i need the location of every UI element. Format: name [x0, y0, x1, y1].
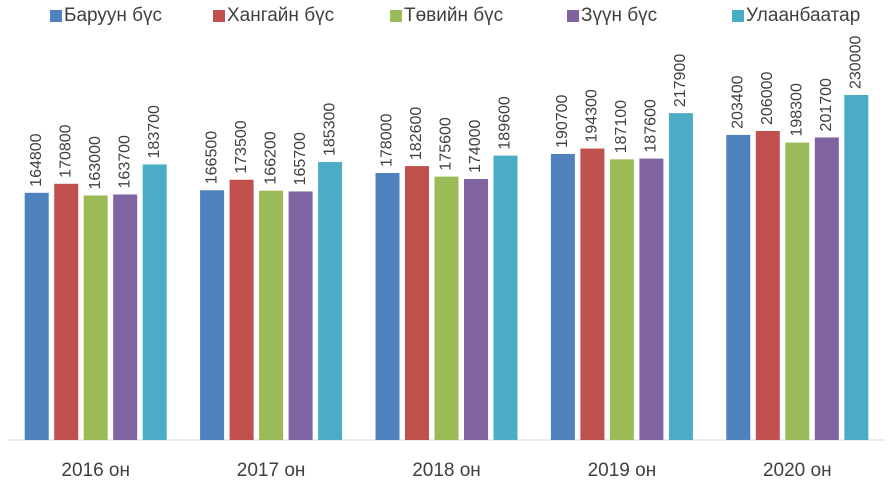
value-label: 182600	[408, 107, 425, 160]
value-label: 217900	[672, 54, 689, 107]
x-tick-label: 2017 он	[237, 460, 306, 481]
bar	[288, 191, 313, 440]
legend-swatch	[213, 10, 225, 22]
bar	[844, 95, 869, 440]
value-label: 183700	[146, 105, 163, 158]
bar	[229, 179, 254, 440]
bar	[375, 173, 400, 440]
legend-label: Баруун бүс	[64, 5, 162, 26]
legend-label: Хангайн бүс	[227, 5, 334, 26]
bar	[24, 192, 49, 440]
bar	[755, 131, 780, 440]
legend-label: Зүүн бүс	[581, 5, 657, 26]
value-label: 203400	[730, 75, 747, 128]
bar	[259, 190, 284, 440]
value-label: 178000	[379, 114, 396, 167]
bar	[580, 148, 605, 441]
legend-swatch	[50, 10, 62, 22]
legend-swatch	[390, 10, 402, 22]
value-label: 165700	[292, 132, 309, 185]
value-label: 185300	[321, 103, 338, 156]
bar	[550, 153, 575, 440]
bar	[639, 158, 664, 440]
x-tick-label: 2019 он	[588, 460, 657, 481]
legend-label: Улаанбаатар	[746, 5, 860, 26]
bar	[785, 142, 810, 441]
value-label: 175600	[438, 117, 455, 170]
bar	[726, 134, 751, 440]
value-label: 189600	[497, 96, 514, 149]
bar	[200, 190, 225, 440]
value-label: 173500	[233, 120, 250, 173]
value-label: 170800	[57, 124, 74, 177]
value-label: 187100	[613, 100, 630, 153]
legend-label: Төвийн бүс	[404, 5, 503, 26]
value-label: 190700	[554, 94, 571, 147]
x-tick-label: 2016 он	[61, 460, 130, 481]
value-label: 174000	[467, 120, 484, 173]
value-label: 198300	[789, 83, 806, 136]
bar	[54, 183, 79, 441]
bar	[464, 179, 488, 440]
legend-swatch	[567, 10, 579, 22]
bar	[434, 176, 459, 440]
bar	[142, 164, 167, 440]
value-label: 163700	[116, 135, 133, 188]
value-label: 230000	[848, 36, 865, 89]
bar	[814, 137, 839, 440]
value-label: 206000	[759, 72, 776, 125]
legend-swatch	[732, 10, 744, 22]
bar	[668, 113, 693, 441]
bar	[609, 159, 634, 440]
value-label: 201700	[818, 78, 835, 131]
value-label: 166200	[262, 131, 279, 184]
bar	[83, 195, 108, 440]
value-label: 164800	[28, 133, 45, 186]
bar	[405, 166, 429, 440]
x-tick-label: 2020 он	[763, 460, 832, 481]
value-label: 194300	[584, 89, 601, 142]
bar	[493, 155, 518, 440]
value-label: 166500	[203, 131, 220, 184]
value-label: 187600	[643, 99, 660, 152]
bar	[318, 162, 343, 441]
bar	[113, 194, 138, 440]
value-label: 163000	[87, 136, 104, 189]
x-tick-label: 2018 он	[412, 460, 481, 481]
